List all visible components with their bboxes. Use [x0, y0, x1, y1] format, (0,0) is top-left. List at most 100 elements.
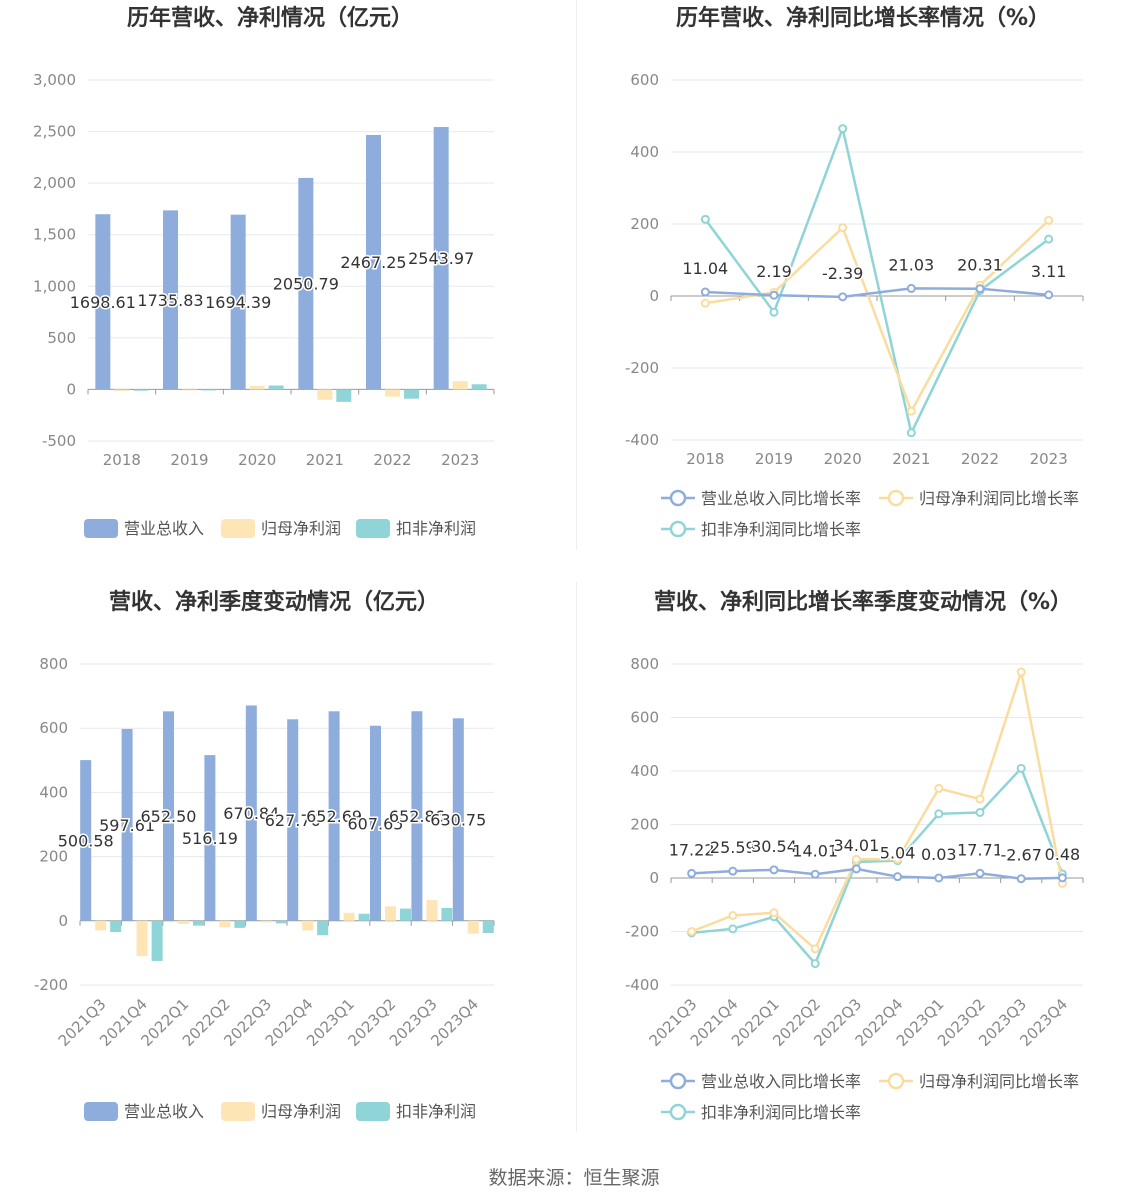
legend-label: 营业总收入同比增长率 [701, 489, 861, 508]
series-point [893, 872, 903, 882]
bar-parent-profit [452, 381, 468, 390]
bar-parent-profit [343, 912, 355, 921]
y-tick-label: 200 [630, 816, 659, 834]
bar-nonrecurring-profit [201, 389, 216, 391]
series-point [1044, 215, 1054, 225]
revenue-data-label: 516.19 [182, 829, 238, 848]
series-point [934, 873, 944, 883]
x-tick-label: 2023 [441, 451, 479, 469]
bar-nonrecurring-profit [404, 389, 419, 399]
legend-label: 营业总收入 [124, 1102, 204, 1121]
bar-revenue [452, 718, 464, 921]
revenue-data-label: 2467.25 [340, 253, 406, 272]
y-tick-label: 3,000 [33, 71, 76, 89]
y-tick-label: 600 [39, 719, 68, 737]
legend-swatch [356, 519, 390, 538]
legend-label: 归母净利润同比增长率 [919, 1072, 1079, 1091]
bar-nonrecurring-profit [133, 389, 149, 391]
legend-label: 归母净利润 [261, 519, 341, 538]
bar-parent-profit [317, 389, 333, 400]
y-tick-label: 200 [39, 848, 68, 866]
bar-revenue [298, 177, 314, 390]
bar-revenue [163, 210, 178, 390]
series-point [1016, 763, 1026, 773]
y-tick-label: -200 [34, 976, 68, 994]
series-line [704, 124, 1050, 437]
bar-parent-profit [182, 389, 197, 391]
y-tick-label: 800 [630, 655, 659, 673]
legend-swatch [356, 1102, 390, 1121]
bar-revenue [230, 214, 246, 390]
bar-parent-profit [219, 920, 231, 928]
series-point [769, 908, 779, 918]
series-point [728, 910, 738, 920]
y-tick-label: 600 [630, 709, 659, 727]
y-tick-label: 800 [39, 655, 68, 673]
vertical-divider-bottom [576, 582, 577, 1132]
chart-svg: 历年营收、净利情况（亿元） 3,000 2,500 2,000 1,500 1,000 50… [33, 5, 495, 538]
bar-nonrecurring-profit [482, 920, 494, 933]
annual-growth-chart: 历年营收、净利同比增长率情况（%） 600 400 200 0 -200 -400 2018 2… [574, 0, 1148, 580]
growth-data-label: 21.03 [888, 255, 934, 274]
revenue-data-label: 1698.61 [70, 293, 136, 312]
growth-data-label: 2.19 [756, 262, 792, 281]
x-tick-label: 2021 [892, 450, 930, 468]
x-tick-label: 2022 [373, 451, 411, 469]
bar-parent-profit [249, 385, 265, 390]
bar-revenue [328, 711, 340, 921]
x-tick-label: 2020 [824, 450, 862, 468]
series-point [975, 794, 985, 804]
legend-label: 扣非净利润同比增长率 [701, 1103, 861, 1122]
series-point [1016, 874, 1026, 884]
series-point [838, 223, 848, 233]
series-point [769, 290, 779, 300]
x-tick-label: 2023 [1030, 450, 1068, 468]
bar-revenue [245, 705, 257, 921]
growth-data-label: -2.67 [1000, 846, 1041, 865]
bar-revenue [204, 755, 216, 921]
bar-nonrecurring-profit [400, 908, 411, 921]
series-point [700, 287, 710, 297]
bar-revenue [287, 719, 299, 921]
bar-revenue [163, 711, 174, 921]
series-point [687, 868, 697, 878]
revenue-data-label: 670.84 [223, 804, 279, 823]
legend-marker [669, 1103, 687, 1121]
revenue-data-label: 627.76 [265, 811, 321, 830]
bar-parent-profit [260, 920, 272, 923]
x-tick-label: 2019 [755, 450, 793, 468]
bar-parent-profit [136, 920, 148, 957]
bar-revenue [366, 134, 381, 390]
growth-data-label: 34.01 [833, 836, 879, 855]
chart-svg: 历年营收、净利同比增长率情况（%） 600 400 200 0 -200 -400 2018 2… [625, 5, 1084, 539]
y-tick-label: 400 [630, 762, 659, 780]
bar-nonrecurring-profit [358, 913, 370, 921]
series-point [1016, 667, 1026, 677]
growth-data-label: 25.59 [710, 838, 756, 857]
series-point [851, 854, 861, 864]
series-point [1044, 290, 1054, 300]
legend-label: 营业总收入 [124, 519, 204, 538]
revenue-data-label: 607.65 [348, 814, 404, 833]
annual-values-chart: 历年营收、净利情况（亿元） 3,000 2,500 2,000 1,500 1,000 50… [0, 0, 574, 580]
x-tick-label: 2020 [238, 451, 276, 469]
bar-nonrecurring-profit [268, 385, 284, 390]
y-tick-label: -200 [625, 359, 659, 377]
y-tick-label: 600 [630, 71, 659, 89]
y-tick-label: -400 [625, 431, 659, 449]
bar-parent-profit [385, 389, 400, 397]
series-point [810, 869, 820, 879]
series-point [728, 866, 738, 876]
growth-data-label: 17.22 [669, 840, 715, 859]
x-tick-label: 2022 [961, 450, 999, 468]
growth-data-label: 11.04 [682, 259, 728, 278]
y-tick-label: 200 [630, 215, 659, 233]
series-point [769, 307, 779, 317]
bar-revenue [411, 711, 423, 921]
y-tick-label: 1,500 [33, 226, 76, 244]
series-point [975, 284, 985, 294]
y-tick-label: -400 [625, 976, 659, 994]
y-tick-label: 0 [649, 869, 659, 887]
revenue-data-label: 652.50 [141, 807, 197, 826]
series-point [934, 809, 944, 819]
